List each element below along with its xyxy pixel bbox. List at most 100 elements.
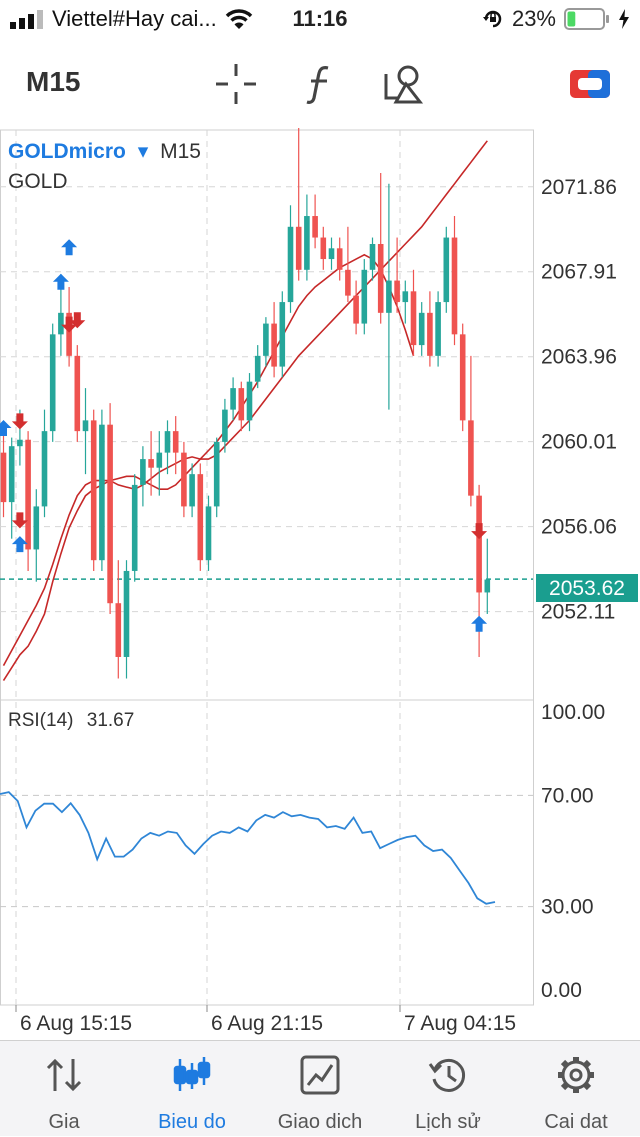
candle-body [41,431,48,507]
settings-icon [558,1057,594,1093]
candle-body [353,295,359,324]
candle-body [156,452,163,468]
candle-body [254,355,261,382]
candle-body [435,302,441,356]
tab-chart-label: Bieu do [158,1111,226,1133]
tab-history[interactable]: Lịch sử [384,1041,512,1137]
candle-body [484,579,491,593]
time-axis-label: 7 Aug 04:15 [404,1012,516,1035]
status-right: 23% [482,6,630,32]
price-axis-label: 2056.06 [541,516,617,539]
wifi-icon [225,9,252,29]
candle-body [459,334,466,421]
battery-percent: 23% [511,6,556,31]
price-axis-label: 2063.96 [541,346,617,369]
candle-body [418,312,425,346]
chart-toolbar: M15 [0,48,640,120]
symbol-dropdown[interactable]: GOLDmicro ▾ M15 [8,140,201,163]
candle-body [304,216,310,270]
objects-icon[interactable] [382,62,426,106]
buy-arrow-icon [52,273,69,290]
chart-period: M15 [160,140,201,163]
candle-body [74,355,81,432]
battery-icon [564,8,609,30]
signal-icon [10,10,43,29]
candles [0,119,491,679]
trade-icon [300,1055,340,1095]
candle-body [263,323,269,356]
sell-arrow-icon [11,512,28,529]
candle-body [328,248,335,260]
candle-body [468,420,474,496]
timeframe-button[interactable]: M15 [26,66,81,97]
candle-body [8,446,15,503]
tab-trade[interactable]: Giao dich [256,1041,384,1137]
tab-quotes[interactable]: Gia [0,1041,128,1137]
grid-lines [0,130,533,1005]
rsi-axis-label: 100.00 [541,701,605,724]
candle-body [205,506,212,561]
candle-body [361,269,368,324]
candle-body [410,291,417,346]
candle-body [148,459,154,468]
symbol-caret[interactable]: ▾ [138,140,149,163]
tab-trade-label: Giao dich [277,1111,363,1133]
candle-body [0,452,7,503]
history-icon [428,1058,466,1092]
tab-quotes-label: Gia [48,1111,80,1133]
ma-slow-line [2,253,415,666]
buy-arrow-icon [11,536,28,553]
candle-body [58,312,64,335]
candle-body [197,474,204,561]
candle-body [336,248,343,270]
candle-body [279,302,286,367]
candle-body [271,323,277,367]
chart-area[interactable]: 2071.86 2067.91 2063.96 2060.01 2056.06 2052.… [0,119,640,1038]
candle-body [427,312,433,356]
rsi-header: RSI(14) 31.67 [8,710,134,731]
chart-canvas[interactable]: 2071.86 2067.91 2063.96 2060.01 2056.06 2052.… [0,119,640,1038]
candle-body [90,420,97,561]
status-left: Viettel#Hay cai... [10,6,253,32]
tab-history-label: Lịch sử [415,1111,481,1133]
function-icon[interactable] [298,62,342,106]
chart-candles-icon [173,1057,211,1091]
sell-arrow-icon [69,312,86,329]
candle-body [17,439,23,447]
candle-body [394,280,400,303]
trade-toggle-icon[interactable] [568,62,612,106]
candle-body [99,424,105,561]
status-bar: Viettel#Hay cai... 11:16 23% [0,0,640,40]
buy-arrow-icon [0,419,12,436]
candle-body [123,570,130,657]
price-axis-label: 2067.91 [541,261,617,284]
candle-body [230,388,236,410]
crosshair-icon[interactable] [214,62,258,106]
ma-fast-line [2,140,488,682]
candle-body [33,506,40,550]
candle-body [140,459,146,485]
status-time: 11:16 [292,6,348,31]
tab-chart[interactable]: Bieu do [128,1041,256,1137]
candle-body [181,452,187,507]
symbol-description: GOLD [8,170,68,193]
time-axis-label: 6 Aug 15:15 [20,1012,132,1035]
bottom-tab-bar: Gia Bieu do Giao dich Lịch sử [0,1040,640,1136]
tab-settings[interactable]: Cai dat [512,1041,640,1137]
candle-body [131,484,138,571]
tab-settings-label: Cai dat [544,1111,608,1133]
buy-arrow-icon [471,615,488,632]
candle-body [246,381,253,421]
trade-marks [0,239,488,632]
candle-body [82,420,89,432]
candle-body [107,424,113,604]
candle-body [66,312,72,356]
sell-arrow-icon [471,523,488,540]
rotation-lock-icon [482,10,502,28]
candle-body [172,431,179,453]
carrier-name: Viettel#Hay cai... [52,6,217,31]
candle-body [377,244,384,313]
symbol-name[interactable]: GOLDmicro [8,140,126,163]
price-axis-label: 2060.01 [541,431,617,454]
candle-body [287,226,294,303]
